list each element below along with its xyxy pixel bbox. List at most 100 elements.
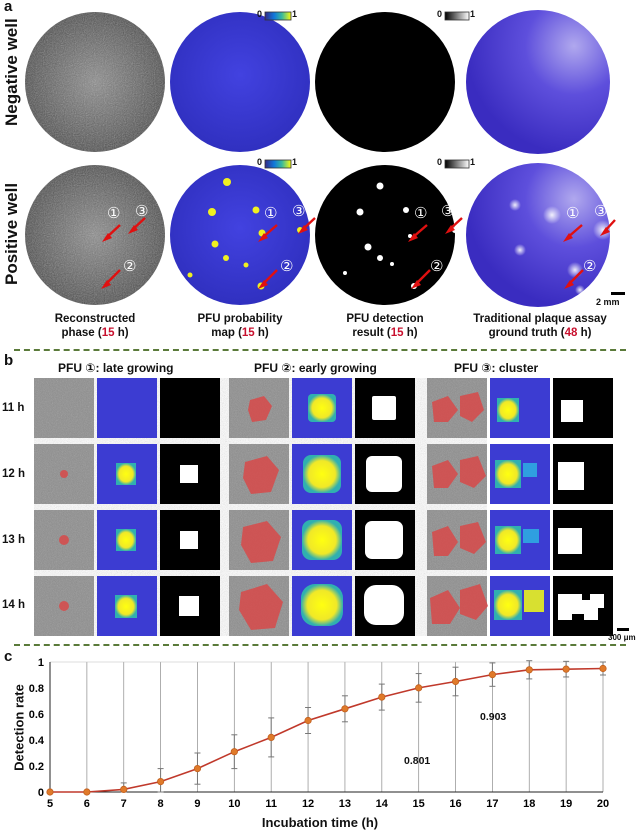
marker-3: ③ — [292, 203, 306, 220]
annotation-0903: 0.903 — [480, 711, 507, 723]
data-point — [488, 671, 496, 679]
chart-grid — [49, 661, 604, 792]
x-tick-label: 12 — [302, 798, 314, 810]
marker-2: ② — [430, 258, 444, 275]
data-point — [193, 765, 202, 773]
chart-tick-labels: 5 6 7 8 9 10 11 12 13 14 15 16 17 18 19 20 0 0.2 0.4 0.6 0.8… — [29, 657, 609, 810]
marker-1: ① — [107, 205, 121, 222]
chart-xlabel: Incubation time (h) — [261, 815, 379, 830]
pfu-title-2: PFU ②: early growing — [254, 361, 377, 375]
cb-min: 0 — [437, 9, 443, 19]
y-tick-label: 0.4 — [29, 735, 45, 747]
panel-letter-b: b — [4, 352, 14, 369]
scale-bar-a — [611, 292, 625, 295]
cb-min: 0 — [257, 157, 263, 167]
x-tick-label: 6 — [84, 798, 90, 810]
caption-assay: Traditional plaque assay ground truth (4… — [473, 313, 607, 339]
x-tick-label: 15 — [413, 798, 425, 810]
positive-phase-well — [25, 165, 165, 305]
cb-max: 1 — [470, 9, 476, 19]
positive-annotations — [101, 217, 616, 289]
chart-ylabel: Detection rate — [11, 684, 27, 771]
marker-2: ② — [123, 258, 137, 275]
negative-det-well — [315, 12, 455, 152]
negative-phase-well — [25, 12, 165, 152]
time-label-11: 11 h — [2, 402, 25, 414]
marker-3: ③ — [594, 203, 608, 220]
x-tick-label: 18 — [523, 798, 535, 810]
marker-3: ③ — [441, 203, 455, 220]
data-point — [599, 664, 607, 673]
marker-2: ② — [280, 258, 294, 275]
panel-a-figure — [25, 10, 625, 307]
x-tick-label: 19 — [560, 798, 572, 810]
y-tick-label: 0.8 — [29, 683, 44, 695]
separator-bc — [14, 644, 626, 646]
panel-letter-c: c — [4, 648, 13, 665]
x-tick-label: 9 — [194, 798, 200, 810]
series-line — [50, 667, 604, 793]
y-tick-label: 0 — [38, 787, 44, 799]
marker-3: ③ — [135, 203, 149, 220]
y-tick-label: 0.2 — [29, 761, 44, 773]
pfu-title-1: PFU ①: late growing — [58, 361, 174, 375]
data-point — [46, 788, 54, 796]
scale-bar-b — [617, 628, 629, 631]
caption-prob: PFU probability map (15 h) — [197, 313, 283, 339]
chart-error-bars — [120, 660, 606, 793]
data-point — [562, 665, 570, 673]
x-tick-label: 13 — [339, 798, 351, 810]
positive-prob-well — [170, 165, 310, 305]
x-tick-label: 16 — [449, 798, 461, 810]
cb-max: 1 — [292, 157, 298, 167]
data-point — [157, 778, 165, 786]
y-tick-label: 0.6 — [29, 709, 44, 721]
negative-prob-well — [170, 12, 310, 152]
x-tick-label: 5 — [47, 798, 53, 810]
annotation-0801: 0.801 — [404, 755, 431, 767]
time-label-13: 13 h — [2, 534, 26, 546]
detection-rate-chart: 5 6 7 8 9 10 11 12 13 14 15 16 17 18 19 20 0 0.2 0.4 0.6 0.8… — [29, 657, 609, 810]
y-tick-label: 1 — [38, 657, 44, 669]
colorbar-det-2 — [444, 159, 470, 169]
marker-1: ① — [414, 205, 428, 222]
colorbar-prob-2 — [264, 159, 292, 169]
data-point — [378, 693, 386, 701]
data-point — [415, 684, 423, 692]
cb-min: 0 — [257, 9, 263, 19]
time-label-14: 14 h — [2, 599, 26, 611]
data-point — [451, 677, 460, 686]
x-tick-label: 14 — [376, 798, 389, 810]
x-tick-label: 7 — [121, 798, 127, 810]
data-point — [304, 716, 312, 725]
colorbar-prob-1 — [264, 11, 292, 21]
panel-b-grid — [34, 378, 629, 636]
data-point — [230, 748, 238, 756]
scale-label-a: 2 mm — [596, 297, 620, 307]
cb-min: 0 — [437, 157, 443, 167]
cb-max: 1 — [292, 9, 298, 19]
x-tick-label: 11 — [265, 798, 277, 810]
scale-label-b: 300 μm — [608, 633, 636, 642]
caption-phase: Reconstructed phase (15 h) — [54, 313, 136, 339]
data-point — [525, 666, 533, 674]
positive-assay-well — [466, 163, 613, 307]
x-tick-label: 17 — [486, 798, 498, 810]
x-tick-label: 8 — [158, 798, 164, 810]
negative-assay-well — [466, 10, 610, 154]
time-label-12: 12 h — [2, 468, 26, 480]
chart-points — [46, 664, 607, 796]
pfu-title-3: PFU ③: cluster — [454, 361, 539, 375]
x-tick-label: 10 — [228, 798, 240, 810]
data-point — [83, 788, 91, 796]
cb-max: 1 — [470, 157, 476, 167]
x-tick-label: 20 — [597, 798, 609, 810]
data-point — [267, 733, 275, 742]
caption-det: PFU detection result (15 h) — [346, 313, 424, 339]
marker-1: ① — [566, 205, 580, 222]
data-point — [120, 785, 128, 793]
panel-letter-a: a — [4, 0, 13, 15]
colorbar-det-1 — [444, 11, 470, 21]
data-point — [341, 705, 349, 713]
chart-axes — [49, 662, 603, 793]
